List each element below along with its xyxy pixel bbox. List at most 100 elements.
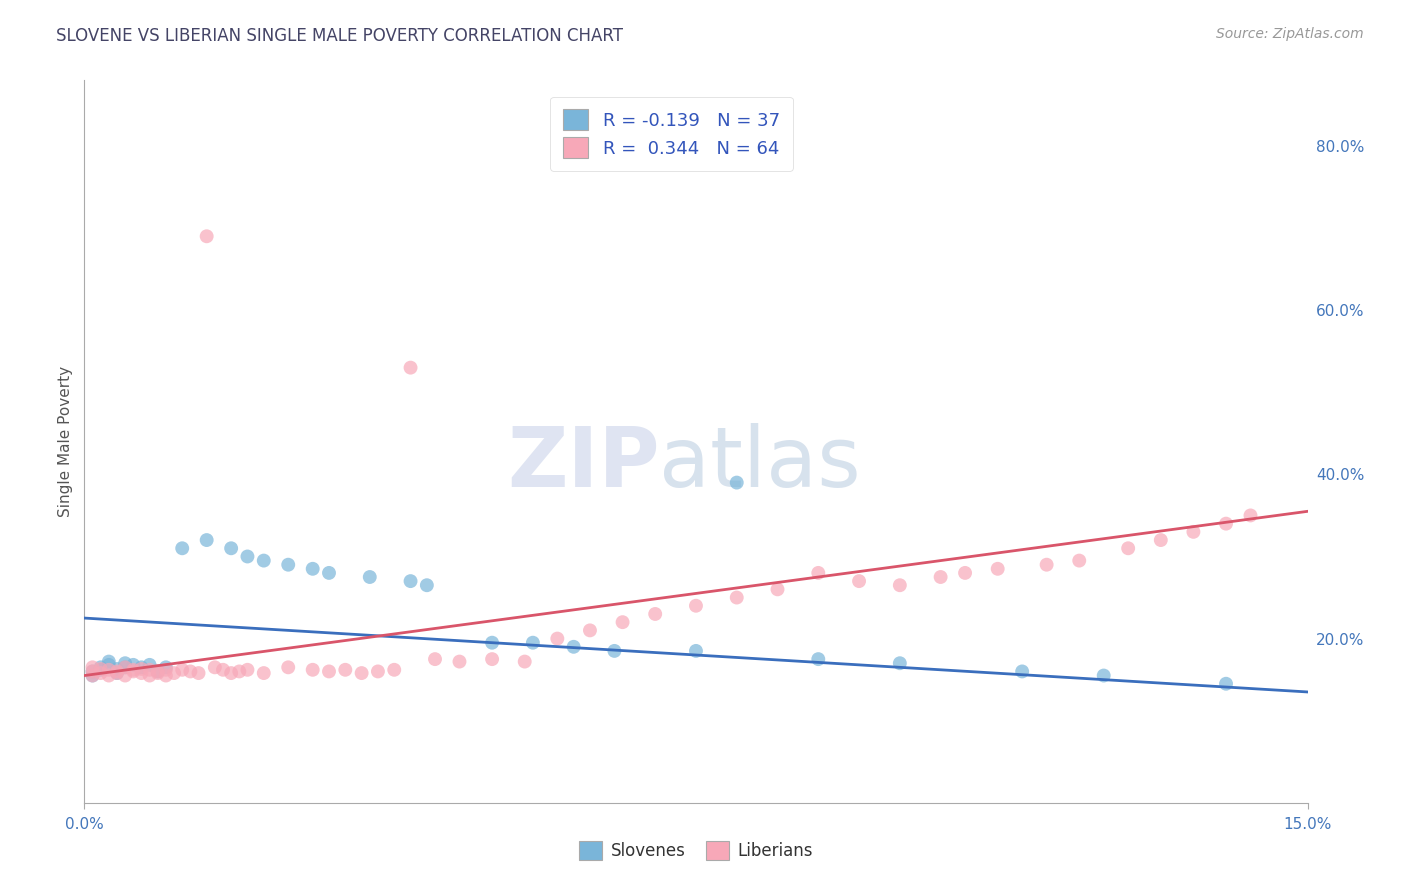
Point <box>1215 677 1237 691</box>
Point <box>546 632 568 646</box>
Point <box>114 660 136 674</box>
Point <box>399 360 422 375</box>
Point <box>449 655 471 669</box>
Point <box>146 665 169 679</box>
Point <box>685 644 707 658</box>
Point <box>603 644 626 658</box>
Point <box>301 562 323 576</box>
Point <box>212 663 235 677</box>
Point <box>122 665 145 679</box>
Point <box>228 665 250 679</box>
Point <box>579 624 602 638</box>
Point <box>146 665 169 679</box>
Text: Source: ZipAtlas.com: Source: ZipAtlas.com <box>1216 27 1364 41</box>
Point <box>807 566 830 580</box>
Point <box>236 549 259 564</box>
Point <box>725 475 748 490</box>
Point <box>90 663 112 677</box>
Point <box>522 636 544 650</box>
Point <box>114 668 136 682</box>
Point <box>97 657 120 672</box>
Point <box>359 570 381 584</box>
Point <box>766 582 789 597</box>
Point <box>725 591 748 605</box>
Point <box>90 662 112 676</box>
Point <box>481 636 503 650</box>
Point <box>1150 533 1173 547</box>
Legend: Slovenes, Liberians: Slovenes, Liberians <box>572 834 820 867</box>
Point <box>848 574 870 588</box>
Point <box>301 663 323 677</box>
Point <box>146 666 169 681</box>
Point <box>105 666 128 681</box>
Point <box>219 666 242 681</box>
Point <box>987 562 1010 576</box>
Point <box>204 660 226 674</box>
Point <box>1011 665 1033 679</box>
Point <box>929 570 952 584</box>
Point <box>90 660 112 674</box>
Point <box>131 666 153 681</box>
Point <box>195 533 218 547</box>
Point <box>1215 516 1237 531</box>
Point <box>1092 668 1115 682</box>
Point <box>138 657 160 672</box>
Point <box>416 578 439 592</box>
Point <box>82 660 104 674</box>
Point <box>114 657 136 671</box>
Point <box>155 663 177 677</box>
Point <box>122 663 145 677</box>
Point <box>423 652 446 666</box>
Point <box>1239 508 1261 523</box>
Point <box>155 668 177 682</box>
Point <box>131 662 153 676</box>
Point <box>685 599 707 613</box>
Point <box>1182 524 1205 539</box>
Point <box>82 668 104 682</box>
Point <box>253 666 276 681</box>
Point <box>562 640 585 654</box>
Point <box>105 662 128 676</box>
Text: ZIP: ZIP <box>506 423 659 504</box>
Point <box>105 665 128 679</box>
Point <box>277 558 299 572</box>
Point <box>172 541 194 556</box>
Point <box>889 578 911 592</box>
Point <box>82 665 104 679</box>
Point <box>953 566 976 580</box>
Point <box>179 665 201 679</box>
Point <box>277 660 299 674</box>
Point <box>612 615 634 630</box>
Point <box>97 663 120 677</box>
Point <box>1035 558 1057 572</box>
Point <box>236 663 259 677</box>
Point <box>367 665 389 679</box>
Point <box>513 655 536 669</box>
Point <box>163 666 186 681</box>
Point <box>138 668 160 682</box>
Point <box>481 652 503 666</box>
Text: SLOVENE VS LIBERIAN SINGLE MALE POVERTY CORRELATION CHART: SLOVENE VS LIBERIAN SINGLE MALE POVERTY … <box>56 27 623 45</box>
Point <box>382 663 405 677</box>
Point <box>97 655 120 669</box>
Point <box>114 660 136 674</box>
Text: atlas: atlas <box>659 423 860 504</box>
Point <box>807 652 830 666</box>
Point <box>219 541 242 556</box>
Point <box>335 663 357 677</box>
Point <box>399 574 422 588</box>
Point <box>82 665 104 679</box>
Point <box>122 657 145 672</box>
Point <box>82 668 104 682</box>
Point <box>1116 541 1139 556</box>
Point <box>105 666 128 681</box>
Point <box>318 665 340 679</box>
Point <box>350 666 373 681</box>
Point <box>253 553 276 567</box>
Point <box>131 660 153 674</box>
Point <box>97 668 120 682</box>
Point <box>138 663 160 677</box>
Point <box>155 660 177 674</box>
Point <box>1069 553 1091 567</box>
Point <box>889 657 911 671</box>
